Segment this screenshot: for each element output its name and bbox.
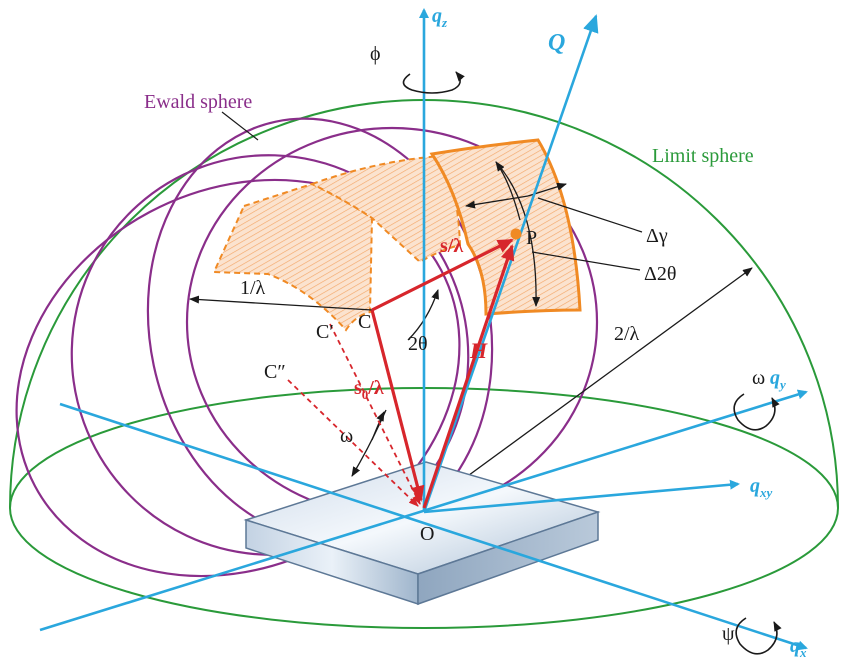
- label-two-over-lambda: 2/λ: [614, 323, 640, 345]
- label-C: C: [358, 311, 371, 333]
- reciprocal-axes: [39, 8, 808, 651]
- label-H: H: [469, 338, 488, 363]
- qx-axis: [59, 402, 808, 651]
- label-P: P: [526, 227, 537, 249]
- label-ewald-sphere: Ewald sphere: [144, 91, 252, 113]
- delta-gamma-arrow-left: [465, 195, 529, 209]
- phi-rotation-icon: [402, 71, 465, 94]
- ewald-pointer: [221, 111, 259, 141]
- label-s-over-lambda: s/λ: [440, 235, 463, 257]
- label-qy: qy: [770, 367, 786, 392]
- s-over-lambda-vector: [371, 238, 514, 312]
- label-two-theta: 2θ: [408, 333, 428, 355]
- s0-over-lambda-vector: [370, 309, 425, 502]
- C1-dashed: [329, 323, 421, 505]
- patch-1: [212, 182, 374, 332]
- omega-arc-back: [371, 411, 385, 441]
- inv-lambda-arrow: [189, 295, 373, 311]
- label-C-double-prime: C″: [264, 361, 286, 383]
- two-over-lambda-arrow: [423, 267, 753, 509]
- label-C-prime: C′: [316, 321, 334, 343]
- psi-rotation-icon: [735, 617, 782, 655]
- label-s0-over-lambda: s0/λ: [354, 377, 384, 402]
- H-vector: [422, 244, 515, 509]
- sample-slab: [243, 461, 601, 606]
- C2-dashed: [287, 379, 419, 507]
- label-O: O: [420, 523, 434, 545]
- delta-2theta-arc-start: [495, 161, 521, 221]
- label-inv-lambda: 1/λ: [240, 277, 266, 299]
- omega-rotation-icon: [733, 393, 780, 431]
- point-P: [510, 228, 522, 240]
- label-phi: ϕ: [370, 43, 381, 65]
- label-qxy: qxy: [750, 475, 773, 500]
- delta-2theta-arc: [495, 161, 541, 307]
- label-Q: Q: [548, 30, 565, 56]
- label-limit-sphere: Limit sphere: [652, 145, 754, 167]
- delta-gamma-leader: [537, 197, 643, 233]
- label-delta-gamma: Δγ: [646, 225, 668, 247]
- Q-vector: [422, 14, 599, 513]
- two-theta-arc: [407, 289, 439, 341]
- label-omega-left: ω: [340, 425, 353, 447]
- qy-axis: [39, 389, 808, 632]
- qxy-axis: [423, 479, 740, 514]
- patch-3: [429, 138, 582, 316]
- label-qz: qz: [432, 5, 448, 30]
- label-delta-2theta: Δ2θ: [644, 263, 676, 285]
- label-omega-right: ω: [752, 367, 765, 389]
- label-qx: qx: [790, 635, 807, 660]
- label-psi: ψ: [722, 623, 735, 645]
- delta-2theta-leader: [531, 251, 641, 271]
